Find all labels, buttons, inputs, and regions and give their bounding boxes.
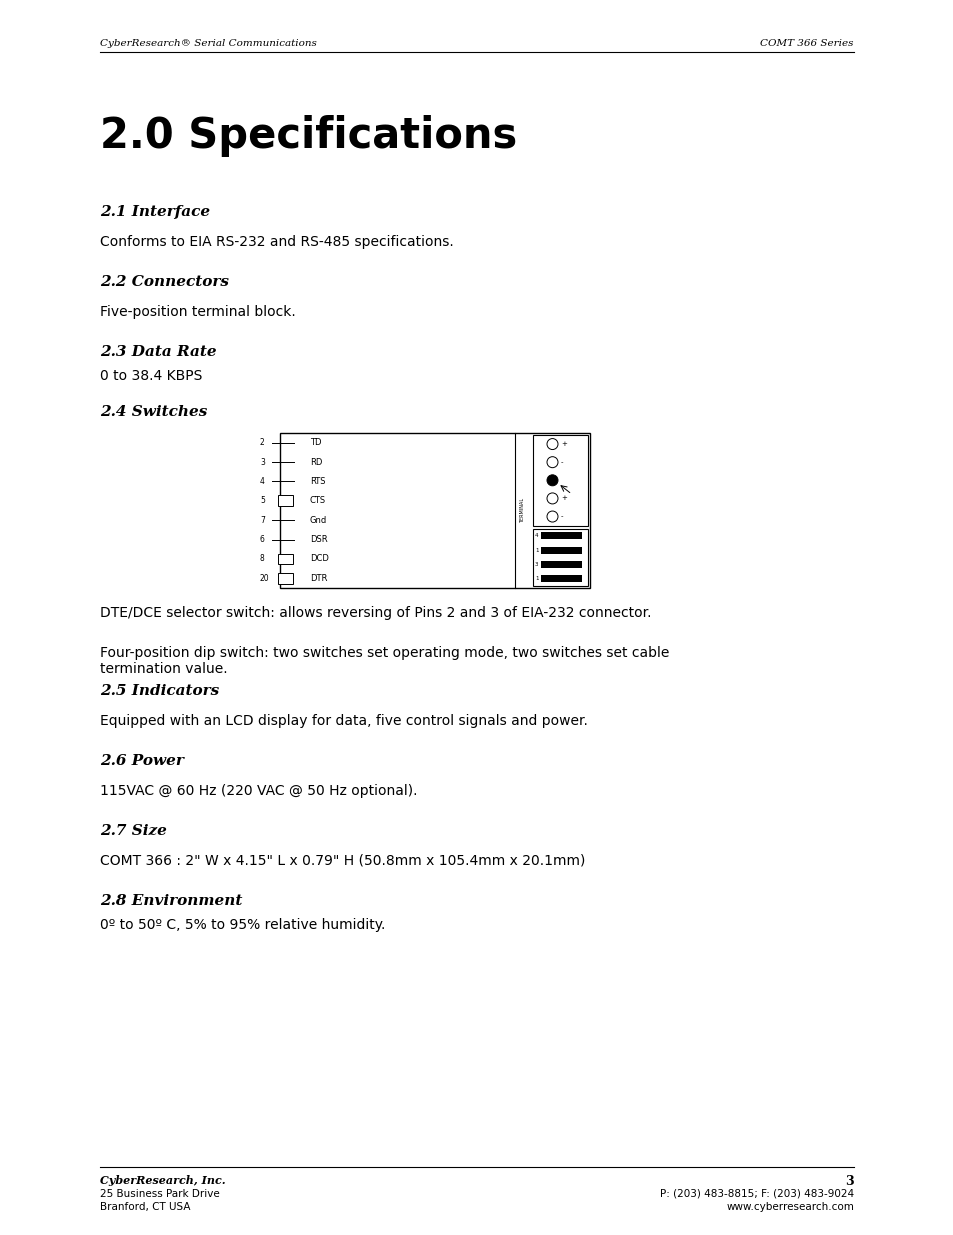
Text: 8: 8	[260, 555, 265, 563]
Text: DTE/DCE selector switch: allows reversing of Pins 2 and 3 of EIA-232 connector.: DTE/DCE selector switch: allows reversin…	[100, 606, 651, 620]
Text: 2.2 Connectors: 2.2 Connectors	[100, 275, 229, 289]
Text: TERMINAL: TERMINAL	[520, 498, 525, 524]
Text: 0 to 38.4 KBPS: 0 to 38.4 KBPS	[100, 369, 202, 383]
Text: 2.1 Interface: 2.1 Interface	[100, 205, 210, 219]
Text: 2.8 Environment: 2.8 Environment	[100, 894, 242, 908]
Circle shape	[546, 474, 558, 485]
Text: 1: 1	[535, 547, 537, 552]
Text: 2.6 Power: 2.6 Power	[100, 755, 184, 768]
Text: Conforms to EIA RS-232 and RS-485 specifications.: Conforms to EIA RS-232 and RS-485 specif…	[100, 235, 454, 249]
Text: Five-position terminal block.: Five-position terminal block.	[100, 305, 295, 319]
Text: Gnd: Gnd	[310, 516, 327, 525]
Text: COMT 366 Series: COMT 366 Series	[760, 40, 853, 48]
Text: 1: 1	[535, 577, 537, 582]
Text: 2.4 Switches: 2.4 Switches	[100, 405, 207, 419]
Text: 2.7 Size: 2.7 Size	[100, 824, 167, 839]
Text: 2.5 Indicators: 2.5 Indicators	[100, 684, 219, 698]
Text: P: (203) 483-8815; F: (203) 483-9024: P: (203) 483-8815; F: (203) 483-9024	[659, 1189, 853, 1199]
Text: DTR: DTR	[310, 574, 327, 583]
Text: -: -	[560, 459, 563, 466]
Text: 7: 7	[260, 516, 265, 525]
Bar	[540, 576, 581, 583]
Circle shape	[546, 511, 558, 522]
Text: DCD: DCD	[310, 555, 329, 563]
Circle shape	[546, 438, 558, 450]
Text: 6: 6	[260, 535, 265, 545]
Bar	[277, 553, 293, 564]
Text: 3: 3	[260, 457, 265, 467]
Text: www.cyberresearch.com: www.cyberresearch.com	[725, 1202, 853, 1212]
Text: Four-position dip switch: two switches set operating mode, two switches set cabl: Four-position dip switch: two switches s…	[100, 646, 669, 677]
Bar	[280, 433, 589, 588]
Text: Branford, CT USA: Branford, CT USA	[100, 1202, 191, 1212]
Text: 2.3 Data Rate: 2.3 Data Rate	[100, 345, 216, 359]
Text: 2.0 Specifications: 2.0 Specifications	[100, 115, 517, 157]
Circle shape	[546, 457, 558, 468]
Text: COMT 366 : 2" W x 4.15" L x 0.79" H (50.8mm x 105.4mm x 20.1mm): COMT 366 : 2" W x 4.15" L x 0.79" H (50.…	[100, 853, 585, 868]
Text: DSR: DSR	[310, 535, 327, 545]
Text: 25 Business Park Drive: 25 Business Park Drive	[100, 1189, 219, 1199]
Text: 2: 2	[260, 438, 265, 447]
Bar	[277, 495, 293, 506]
Text: 5: 5	[260, 496, 265, 505]
Text: TD: TD	[310, 438, 321, 447]
Text: 3: 3	[535, 562, 537, 567]
Text: +: +	[560, 495, 566, 501]
Text: -: -	[560, 514, 563, 520]
Text: 0º to 50º C, 5% to 95% relative humidity.: 0º to 50º C, 5% to 95% relative humidity…	[100, 918, 385, 932]
Text: RD: RD	[310, 457, 322, 467]
Text: 20: 20	[260, 574, 270, 583]
Bar	[540, 547, 581, 553]
Bar	[540, 561, 581, 568]
Text: CyberResearch® Serial Communications: CyberResearch® Serial Communications	[100, 40, 316, 48]
Text: Equipped with an LCD display for data, five control signals and power.: Equipped with an LCD display for data, f…	[100, 714, 587, 727]
Bar	[533, 529, 587, 585]
Text: 3: 3	[844, 1174, 853, 1188]
Text: CyberResearch, Inc.: CyberResearch, Inc.	[100, 1174, 226, 1186]
Bar	[533, 435, 587, 526]
Text: 4: 4	[535, 534, 537, 538]
Bar	[277, 573, 293, 584]
Bar	[540, 532, 581, 540]
Text: CTS: CTS	[310, 496, 326, 505]
Text: 115VAC @ 60 Hz (220 VAC @ 50 Hz optional).: 115VAC @ 60 Hz (220 VAC @ 50 Hz optional…	[100, 784, 417, 798]
Text: 4: 4	[260, 477, 265, 485]
Text: RTS: RTS	[310, 477, 325, 485]
Text: +: +	[560, 441, 566, 447]
Circle shape	[546, 493, 558, 504]
